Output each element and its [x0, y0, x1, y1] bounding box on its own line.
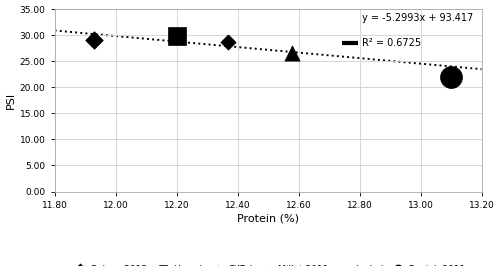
Point — [224, 40, 232, 44]
X-axis label: Protein (%): Protein (%) — [237, 214, 299, 224]
Point — [172, 34, 180, 38]
Point — [447, 75, 455, 79]
Point — [90, 38, 98, 43]
Text: R² = 0.6725: R² = 0.6725 — [362, 38, 421, 48]
Point — [288, 51, 296, 56]
Y-axis label: PSI: PSI — [6, 92, 16, 109]
Text: y = -5.2993x + 93.417: y = -5.2993x + 93.417 — [362, 13, 474, 23]
Legend: Galaxy 2013,, Hamal,, SKD-I,, Millat 2011,, Imdad,, Punjab 2011: Galaxy 2013,, Hamal,, SKD-I,, Millat 201… — [68, 262, 469, 266]
